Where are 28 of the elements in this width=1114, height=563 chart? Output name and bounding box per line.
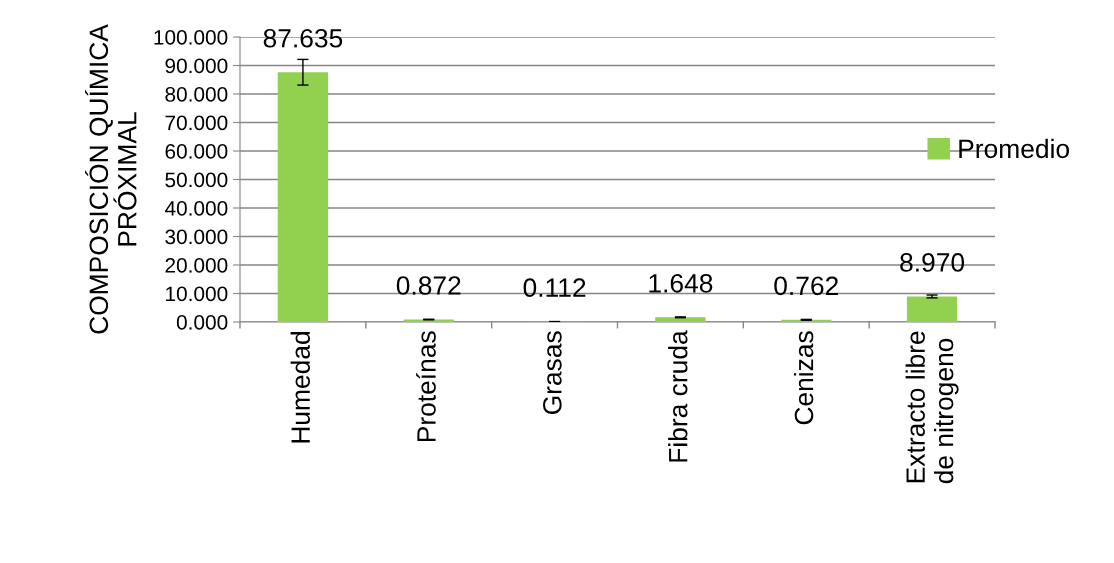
y-tick-label: 90.000 bbox=[165, 58, 228, 74]
y-tick-label: 30.000 bbox=[165, 229, 228, 245]
x-tick-label: Extracto libre de nitrogeno bbox=[905, 331, 959, 484]
y-tick-label: 10.000 bbox=[166, 286, 228, 302]
data-label: 0.112 bbox=[523, 278, 586, 298]
y-tick-label: 20.000 bbox=[165, 258, 228, 273]
legend-label: Promedio bbox=[959, 138, 1070, 159]
y-tick-label: 80.000 bbox=[165, 87, 228, 102]
y-tick-label: 70.000 bbox=[165, 115, 228, 131]
bar bbox=[906, 296, 958, 322]
data-label: 87.635 bbox=[263, 28, 343, 48]
y-tick-label: 100.000 bbox=[154, 30, 228, 45]
x-tick-label: Proteínas bbox=[416, 331, 436, 442]
x-tick-label: Grasas bbox=[542, 331, 562, 415]
data-label: 8.970 bbox=[900, 253, 965, 272]
data-label: 0.872 bbox=[396, 276, 461, 295]
data-label: 1.648 bbox=[649, 273, 713, 293]
x-tick-label: Humedad bbox=[290, 332, 310, 443]
x-tick-label: Cenizas bbox=[793, 331, 814, 425]
y-tick-label: 40.000 bbox=[164, 201, 228, 216]
y-tick-label: 60.000 bbox=[165, 144, 228, 159]
y-axis-title: COMPOSICIÓN QUÍMICA PRÓXIMAL bbox=[85, 24, 137, 334]
x-tick-label: Fibra cruda bbox=[668, 330, 688, 462]
y-tick-label: 0.000 bbox=[176, 315, 228, 330]
y-tick-label: 50.000 bbox=[165, 172, 228, 188]
data-label: 0.762 bbox=[774, 276, 838, 296]
bar bbox=[277, 72, 329, 322]
bar bbox=[655, 317, 706, 322]
